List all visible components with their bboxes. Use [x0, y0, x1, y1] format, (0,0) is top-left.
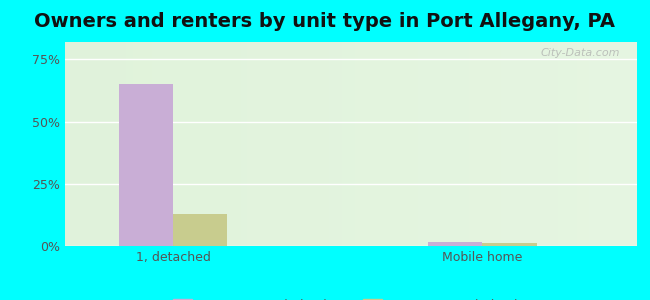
Legend: Owner occupied units, Renter occupied units: Owner occupied units, Renter occupied un… [168, 294, 534, 300]
Bar [119, 84, 173, 246]
Text: City-Data.com: City-Data.com [540, 48, 620, 58]
Bar [173, 214, 227, 246]
Bar [428, 242, 482, 246]
Bar [482, 243, 536, 246]
Text: Owners and renters by unit type in Port Allegany, PA: Owners and renters by unit type in Port … [34, 12, 616, 31]
